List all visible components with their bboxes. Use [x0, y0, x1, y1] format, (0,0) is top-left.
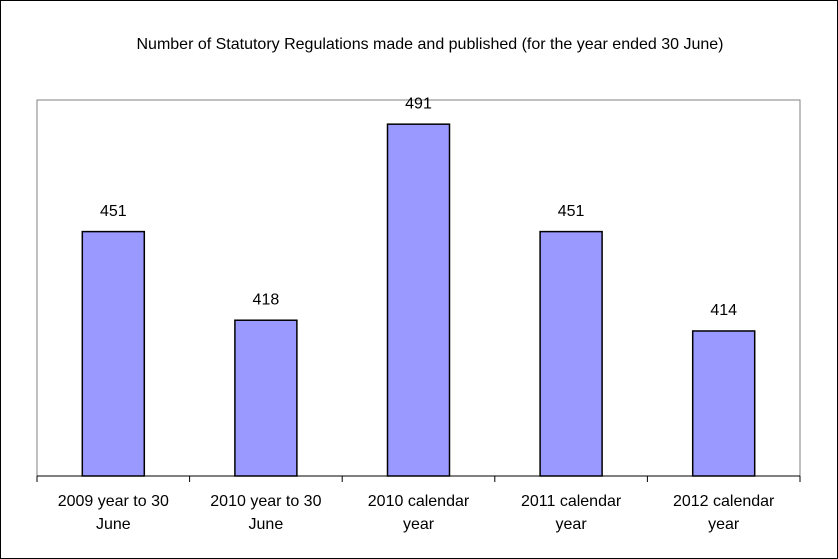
- bar: [81, 230, 146, 477]
- data-label: 418: [253, 291, 280, 308]
- data-label: 491: [405, 95, 432, 112]
- x-tick-label: 2010 year to 30 June: [210, 493, 322, 533]
- data-label: 451: [100, 203, 127, 220]
- x-tick-label: 2012 calendar year: [672, 493, 775, 533]
- x-tick-label: 2010 calendar year: [367, 493, 470, 533]
- bar: [539, 230, 603, 477]
- bar: [234, 319, 298, 477]
- data-label: 451: [558, 203, 585, 220]
- x-tick-label: 2009 year to 30 June: [57, 493, 169, 533]
- bar: [386, 123, 451, 477]
- bar: [691, 330, 756, 477]
- chart-title: Number of Statutory Regulations made and…: [136, 36, 724, 53]
- data-label: 414: [710, 302, 737, 319]
- x-tick-label: 2011 calendar year: [520, 493, 622, 533]
